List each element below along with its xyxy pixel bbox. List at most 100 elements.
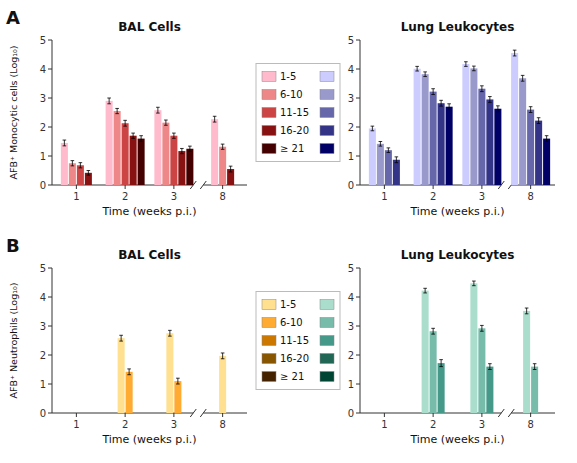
- x-tick: [125, 413, 126, 417]
- y-tick-label: 2: [40, 122, 46, 133]
- y-tick-label: 5: [348, 263, 354, 274]
- error-bar: [395, 157, 399, 163]
- error-bar: [439, 360, 443, 367]
- error-cap: [423, 76, 427, 77]
- error-cap: [131, 138, 135, 139]
- error-cap: [533, 369, 537, 370]
- x-tick: [384, 413, 385, 417]
- y-tick-label: 4: [348, 292, 354, 303]
- error-cap: [156, 113, 160, 114]
- error-bar: [472, 281, 476, 286]
- legend-swatch: [262, 108, 276, 118]
- y-axis-line: [52, 268, 53, 413]
- error-line: [433, 328, 434, 334]
- error-cap: [123, 120, 127, 121]
- bar: [174, 381, 181, 413]
- bar: [470, 68, 477, 185]
- y-tick: [48, 40, 52, 41]
- y-tick: [356, 413, 360, 414]
- error-line: [88, 171, 89, 176]
- error-cap: [87, 170, 91, 171]
- error-bar: [79, 163, 83, 168]
- x-tick-label: 8: [527, 191, 533, 202]
- bar: [414, 69, 421, 185]
- error-cap: [533, 363, 537, 364]
- error-line: [441, 360, 442, 367]
- error-line: [222, 144, 223, 149]
- error-bar: [123, 120, 127, 126]
- error-cap: [431, 334, 435, 335]
- x-tick: [481, 185, 482, 189]
- error-cap: [464, 66, 468, 67]
- error-bar: [71, 161, 75, 166]
- error-cap: [131, 133, 135, 134]
- error-cap: [115, 108, 119, 109]
- error-cap: [395, 156, 399, 157]
- y-axis-line: [360, 268, 361, 413]
- x-tick: [481, 413, 482, 417]
- error-bar: [480, 325, 484, 331]
- error-cap: [464, 61, 468, 62]
- error-cap: [213, 122, 217, 123]
- error-line: [141, 136, 142, 142]
- error-cap: [480, 85, 484, 86]
- bars: [61, 98, 234, 185]
- error-cap: [139, 135, 143, 136]
- error-cap: [529, 106, 533, 107]
- error-cap: [496, 105, 500, 106]
- legend-swatch: [262, 372, 276, 382]
- panel: 0123451238BAL CellsTime (weeks p.i.)AFB⁺…: [6, 7, 247, 218]
- error-cap: [488, 102, 492, 103]
- error-bar: [176, 378, 180, 384]
- x-tick-label: 8: [527, 419, 533, 430]
- x-tick-label: 8: [219, 419, 225, 430]
- error-cap: [525, 313, 529, 314]
- bar: [219, 356, 226, 413]
- error-bar: [221, 353, 225, 359]
- error-line: [80, 163, 81, 168]
- error-cap: [115, 113, 119, 114]
- bar: [162, 123, 169, 185]
- y-tick-label: 1: [40, 379, 46, 390]
- x-tick: [222, 185, 223, 189]
- bar: [486, 99, 493, 185]
- error-line: [425, 288, 426, 293]
- error-bar: [229, 166, 233, 172]
- y-tick-label: 0: [40, 180, 46, 191]
- error-cap: [488, 96, 492, 97]
- error-line: [481, 86, 482, 92]
- error-cap: [439, 359, 443, 360]
- bar: [118, 338, 125, 413]
- error-cap: [229, 171, 233, 172]
- legend-label: ≥ 21: [280, 143, 304, 154]
- error-cap: [127, 374, 131, 375]
- x-label: Time (weeks p.i.): [101, 205, 196, 218]
- error-bar: [545, 136, 549, 142]
- bar: [170, 136, 177, 185]
- error-line: [481, 325, 482, 331]
- bar: [527, 110, 534, 185]
- x-tick: [433, 413, 434, 417]
- error-bar: [464, 62, 468, 67]
- error-bar: [431, 89, 435, 95]
- bar: [438, 103, 445, 185]
- error-cap: [172, 133, 176, 134]
- y-tick: [48, 297, 52, 298]
- legend-swatch: [320, 336, 334, 346]
- panel-label: B: [6, 235, 20, 256]
- legend-box: [256, 292, 340, 390]
- bars: [422, 281, 539, 413]
- legend-swatch: [262, 336, 276, 346]
- error-line: [526, 308, 527, 314]
- legend-label: 11-15: [280, 107, 309, 118]
- x-tick: [222, 413, 223, 417]
- error-cap: [139, 141, 143, 142]
- error-cap: [63, 145, 67, 146]
- legend-swatch: [262, 72, 276, 82]
- error-cap: [431, 94, 435, 95]
- bar: [106, 101, 113, 185]
- legend-label: ≥ 21: [280, 371, 304, 382]
- y-label: AFB⁺ Neutrophils (Log₁₀): [8, 282, 19, 398]
- error-bar: [521, 75, 525, 81]
- error-line: [522, 75, 523, 81]
